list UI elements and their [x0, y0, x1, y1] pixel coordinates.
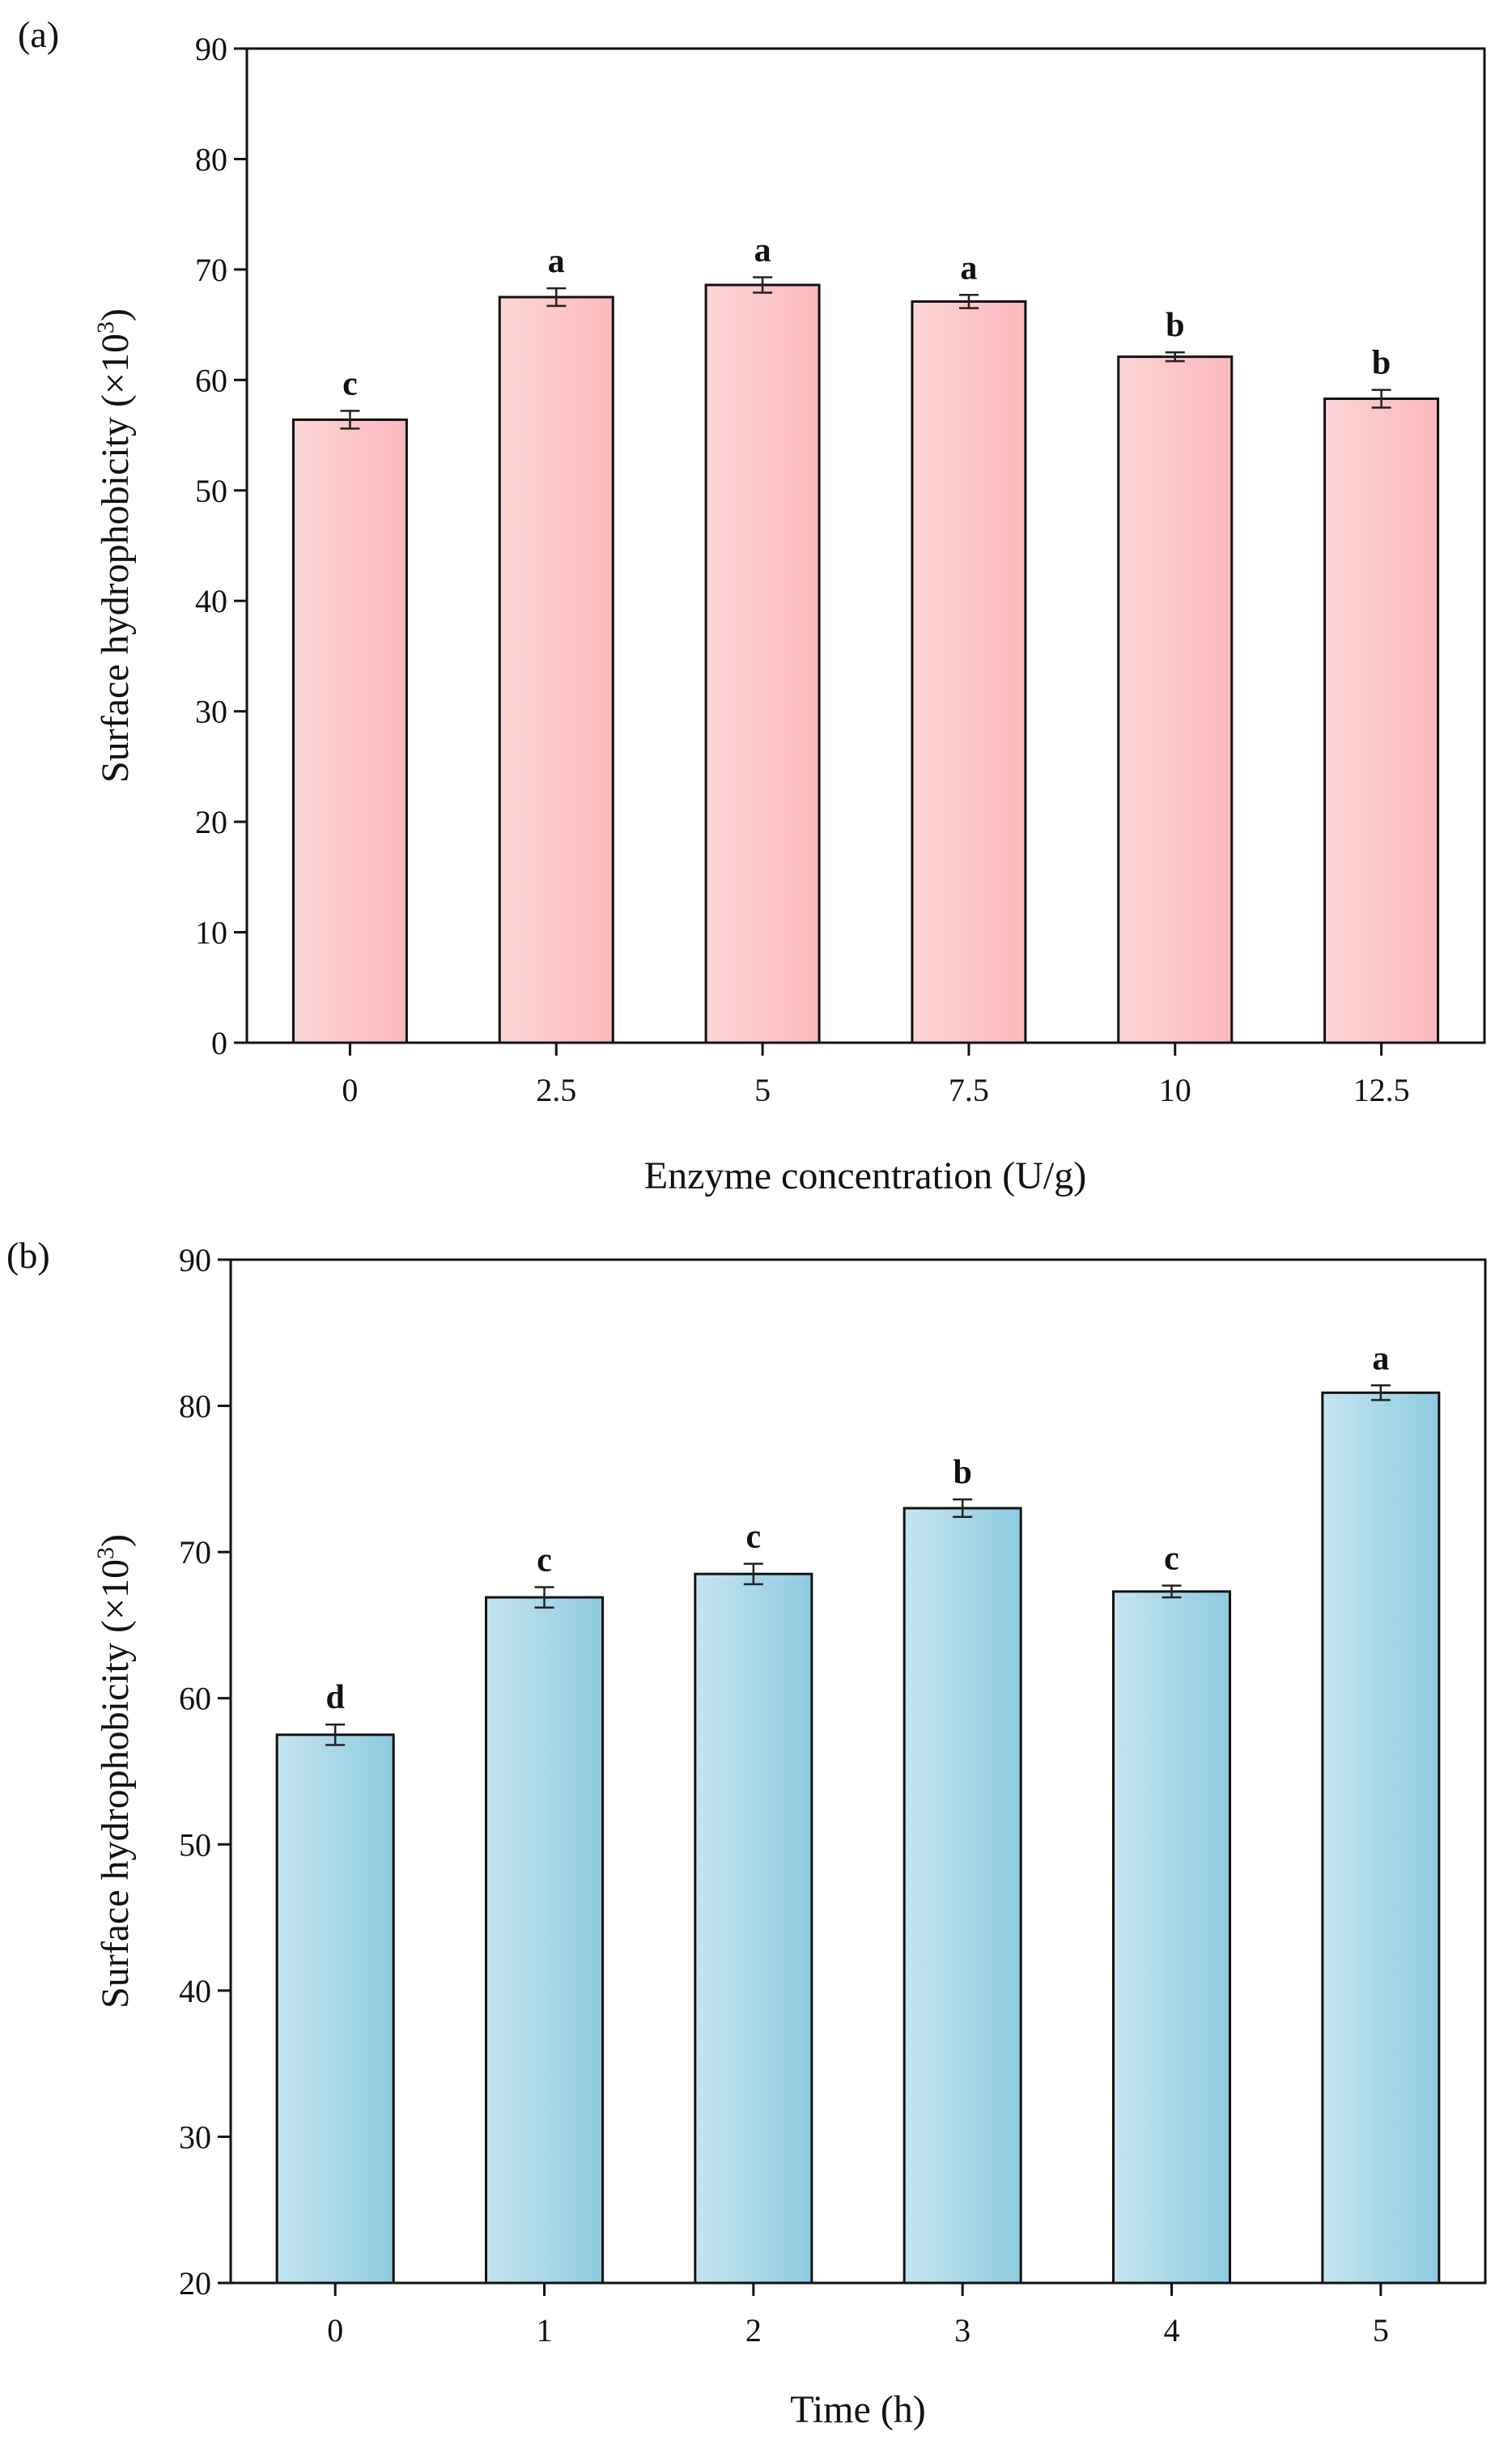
panel-label-b: (b): [6, 1235, 50, 1276]
chart-panel-b: (b) 20 30 40 50 60 70 80 90 0 d 1 c 2 c 3 b 4 c 5 a Time (h…: [6, 1235, 1487, 2431]
y-tick-label-b: 50: [179, 1826, 211, 1863]
y-tick-label-b: 40: [179, 1973, 211, 2009]
significance-label-b: a: [1372, 1340, 1389, 1377]
y-axis-title-b: Surface hydrophobicity (×103): [92, 1534, 137, 2009]
bar-b-3: [903, 1507, 1022, 2285]
y-tick-label-a: 70: [195, 252, 227, 288]
x-tick-label-a: 0: [342, 1072, 358, 1108]
y-tick-label-b: 30: [179, 2119, 211, 2155]
x-tick-label-b: 2: [745, 2312, 762, 2349]
x-tick-label-b: 5: [1373, 2312, 1389, 2349]
y-tick-label-a: 80: [195, 141, 227, 177]
x-tick-label-b: 3: [954, 2312, 970, 2349]
bar-a-5: [704, 283, 821, 1044]
x-tick-label-a: 7.5: [949, 1072, 989, 1108]
y-tick-label-a: 20: [195, 804, 227, 840]
bar-b-1: [485, 1596, 604, 2285]
y-tick-label-b: 70: [179, 1534, 211, 1571]
y-tick-label-a: 60: [195, 362, 227, 398]
y-tick-label-a: 90: [195, 31, 227, 67]
significance-label-b: d: [325, 1679, 344, 1716]
y-tick-label-a: 40: [195, 583, 227, 619]
chart-panel-a: (a) 0 10 20 30 40 50 60 70 80 90 0 c 2.5 a 5 a 7.5 a 10 b 12…: [18, 14, 1486, 1197]
x-tick-label-b: 0: [327, 2312, 343, 2349]
bar-a-10: [1117, 355, 1234, 1044]
bar-a-0: [291, 418, 408, 1044]
y-tick-label-b: 90: [179, 1242, 211, 1278]
significance-label-b: c: [746, 1519, 762, 1556]
x-axis-title-b: Time (h): [790, 2388, 926, 2431]
plot-frame-a: [245, 47, 1486, 1044]
y-tick-label-b: 60: [179, 1681, 211, 1717]
significance-label-b: b: [953, 1454, 971, 1491]
x-axis-title-a: Enzyme concentration (U/g): [644, 1154, 1086, 1197]
significance-label-b: c: [537, 1541, 552, 1579]
bar-a-2.5: [498, 295, 614, 1044]
y-tick-label-a: 50: [195, 473, 227, 509]
bar-b-2: [694, 1572, 813, 2285]
y-tick-label-b: 20: [179, 2265, 211, 2302]
y-tick-label-a: 30: [195, 694, 227, 730]
x-tick-label-b: 4: [1164, 2312, 1180, 2349]
x-tick-label-b: 1: [537, 2312, 553, 2349]
significance-label-a: a: [960, 249, 977, 287]
plot-frame-b: [229, 1258, 1487, 2285]
x-tick-label-a: 5: [754, 1072, 771, 1108]
bar-a-7.5: [911, 300, 1027, 1044]
significance-label-a: b: [1166, 307, 1184, 344]
y-tick-label-a: 0: [211, 1025, 227, 1061]
bar-b-5: [1321, 1391, 1441, 2285]
panel-label-a: (a): [18, 14, 59, 55]
significance-label-b: c: [1164, 1541, 1179, 1578]
y-axis-title-a: Surface hydrophobicity (×103): [92, 308, 137, 783]
bar-b-0: [275, 1733, 395, 2285]
x-tick-label-a: 10: [1159, 1072, 1191, 1108]
bar-a-12.5: [1323, 397, 1440, 1044]
x-tick-label-a: 12.5: [1353, 1072, 1410, 1108]
bar-b-4: [1112, 1590, 1231, 2285]
x-tick-label-a: 2.5: [536, 1072, 576, 1108]
significance-label-a: a: [754, 232, 771, 269]
significance-label-a: c: [342, 366, 358, 403]
significance-label-a: b: [1372, 345, 1391, 382]
y-tick-label-b: 80: [179, 1388, 211, 1425]
significance-label-a: a: [548, 243, 565, 280]
y-tick-label-a: 10: [195, 915, 227, 951]
